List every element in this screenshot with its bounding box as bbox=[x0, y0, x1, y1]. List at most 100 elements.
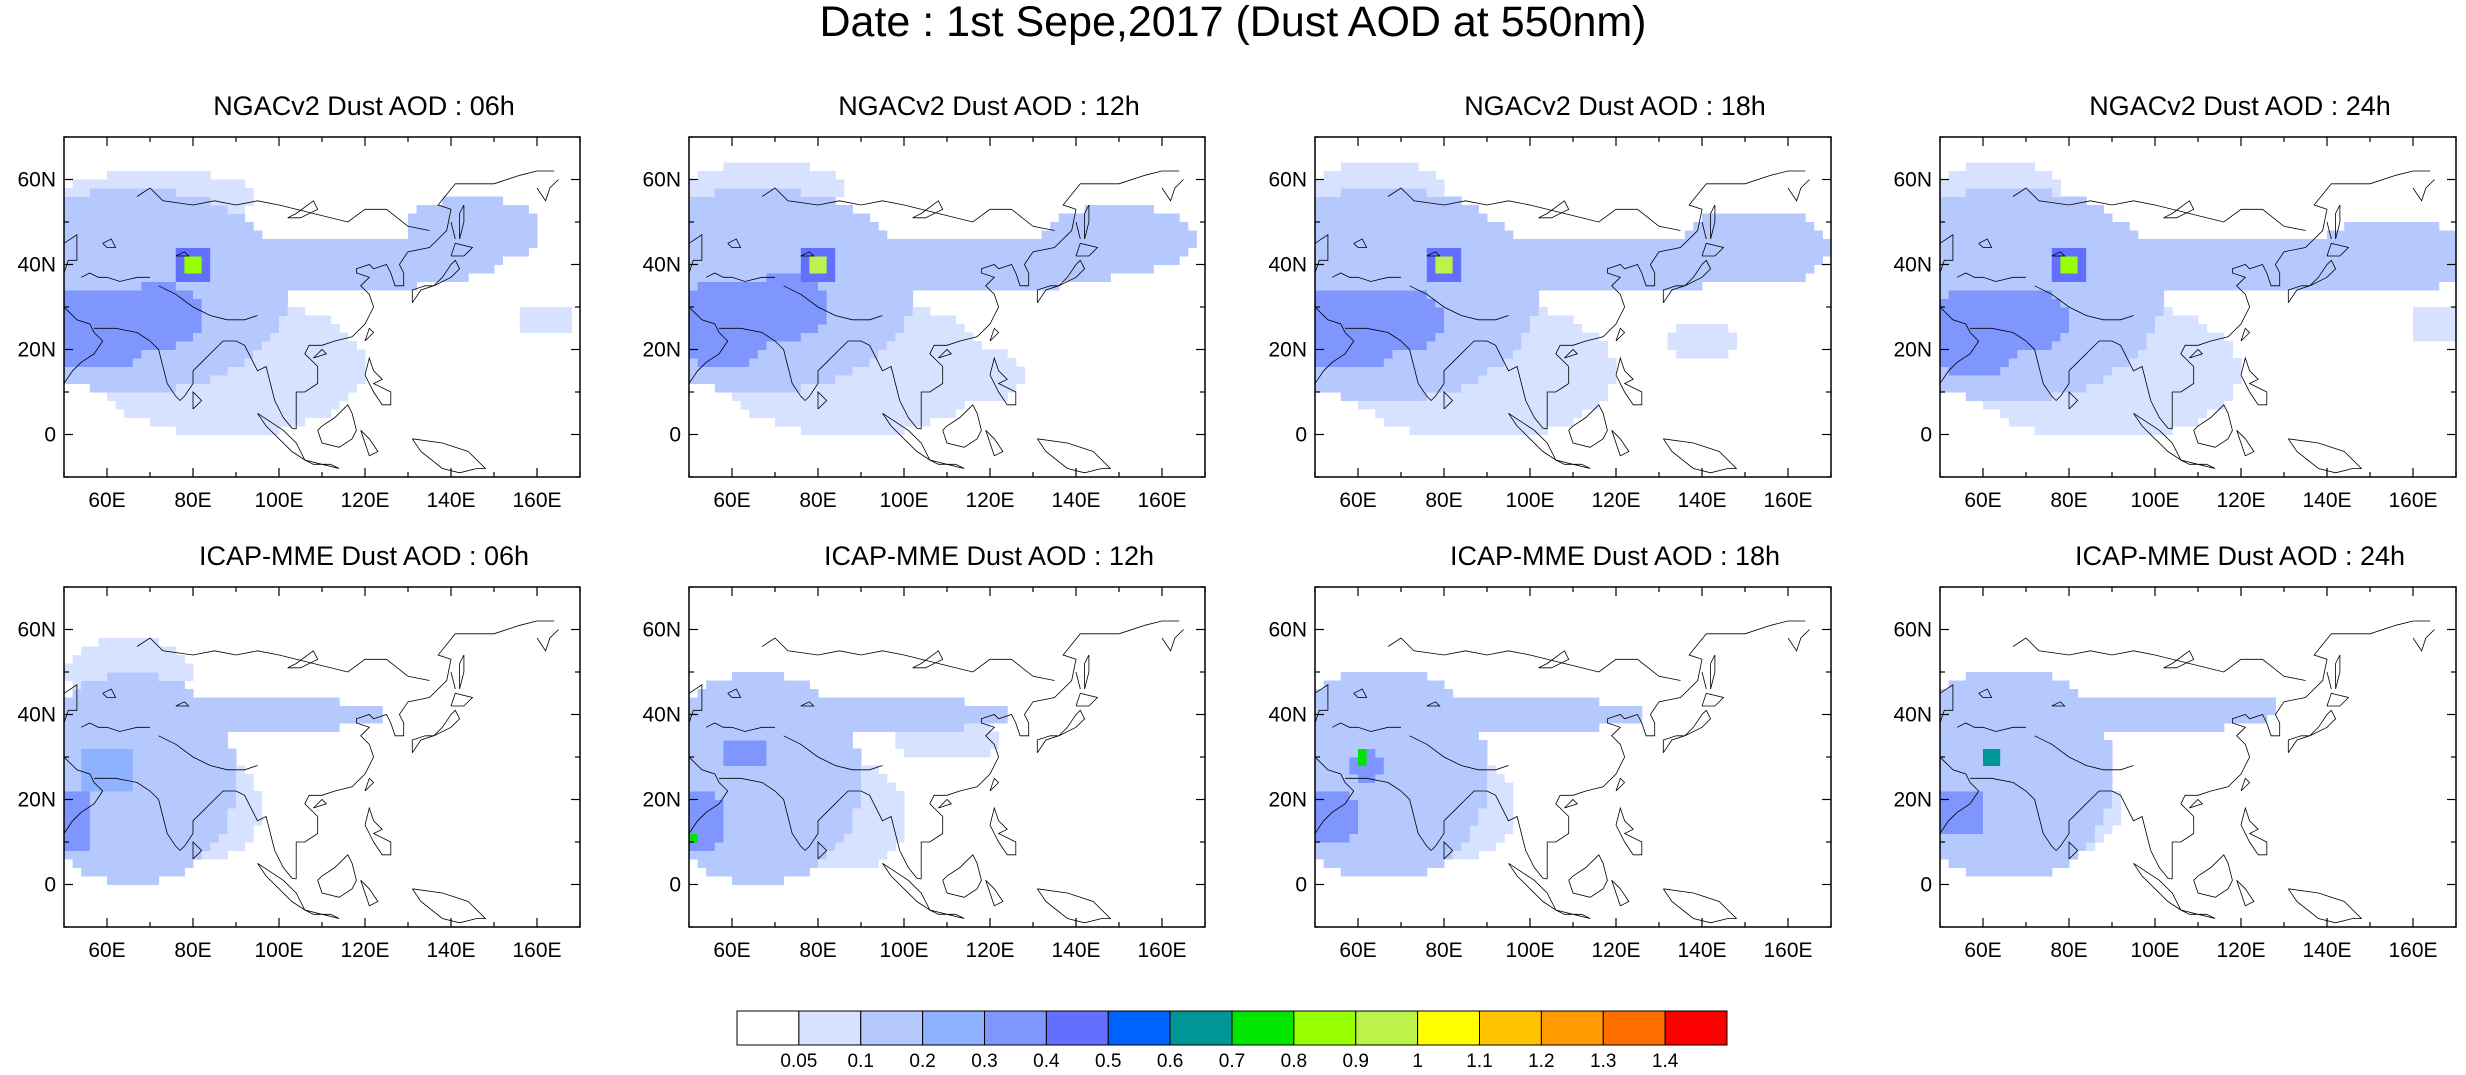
aod-cell bbox=[749, 239, 759, 248]
aod-cell bbox=[1366, 349, 1376, 359]
aod-cell bbox=[2008, 281, 2018, 291]
aod-cell bbox=[253, 230, 263, 240]
aod-cell bbox=[158, 825, 168, 834]
aod-cell bbox=[218, 825, 228, 834]
aod-cell bbox=[89, 867, 99, 877]
aod-cell bbox=[2017, 171, 2027, 180]
aod-cell bbox=[1538, 281, 1548, 291]
aod-cell bbox=[304, 281, 314, 291]
aod-cell bbox=[1435, 392, 1445, 401]
aod-cell bbox=[1332, 332, 1342, 342]
aod-cell bbox=[912, 392, 922, 401]
aod-cell bbox=[2077, 290, 2087, 299]
aod-cell bbox=[1796, 230, 1806, 240]
aod-cell bbox=[115, 264, 125, 274]
aod-cell bbox=[279, 315, 289, 325]
aod-cell bbox=[132, 697, 142, 707]
aod-cell bbox=[72, 757, 82, 766]
aod-cell bbox=[1058, 273, 1068, 282]
aod-cell bbox=[1315, 358, 1325, 367]
lat-tick-label: 60N bbox=[642, 169, 681, 192]
aod-cell bbox=[2232, 247, 2242, 257]
aod-cell bbox=[1179, 230, 1189, 240]
aod-cell bbox=[322, 239, 332, 248]
aod-cell bbox=[1461, 400, 1471, 410]
aod-cell bbox=[852, 341, 862, 350]
aod-cell bbox=[2232, 239, 2242, 248]
aod-cell bbox=[1564, 239, 1574, 248]
aod-cell bbox=[141, 714, 151, 724]
aod-cell bbox=[972, 366, 982, 376]
aod-cell bbox=[852, 409, 862, 418]
aod-cell bbox=[2112, 392, 2122, 401]
aod-cell bbox=[227, 213, 237, 223]
aod-cell bbox=[861, 247, 871, 257]
aod-cell bbox=[2120, 324, 2130, 333]
aod-cell bbox=[1590, 400, 1600, 410]
aod-cell bbox=[1469, 349, 1479, 359]
lat-tick-label: 20N bbox=[1268, 339, 1307, 362]
coastline bbox=[1662, 438, 1738, 474]
aod-cell bbox=[732, 281, 742, 291]
aod-cell bbox=[2447, 256, 2456, 265]
aod-cell bbox=[2378, 273, 2388, 282]
aod-cell bbox=[697, 264, 707, 274]
aod-cell bbox=[2060, 307, 2070, 316]
aod-cell bbox=[2077, 298, 2087, 308]
aod-cell bbox=[150, 171, 160, 180]
aod-cell bbox=[766, 409, 776, 418]
aod-cell bbox=[869, 332, 879, 342]
aod-cell bbox=[2206, 358, 2216, 367]
aod-cell bbox=[210, 247, 220, 257]
aod-cell bbox=[1469, 230, 1479, 240]
aod-cell bbox=[826, 290, 836, 299]
aod-cell bbox=[1702, 247, 1712, 257]
aod-cell bbox=[115, 281, 125, 291]
aod-cell bbox=[740, 324, 750, 333]
aod-cell bbox=[270, 714, 280, 724]
aod-cell bbox=[783, 400, 793, 410]
aod-cell bbox=[98, 205, 108, 214]
aod-cell bbox=[2103, 256, 2113, 265]
aod-cell bbox=[800, 400, 810, 410]
aod-cell bbox=[227, 290, 237, 299]
aod-cell bbox=[1409, 298, 1419, 308]
lon-tick-label: 100E bbox=[2130, 489, 2179, 512]
aod-cell bbox=[253, 791, 263, 800]
aod-cell bbox=[1136, 264, 1146, 274]
aod-cell bbox=[1401, 179, 1411, 189]
aod-cell bbox=[2026, 222, 2036, 231]
aod-cell bbox=[2026, 366, 2036, 376]
aod-cell bbox=[2137, 273, 2147, 282]
lon-tick-label: 100E bbox=[879, 489, 928, 512]
aod-cell bbox=[912, 247, 922, 257]
aod-cell bbox=[1067, 230, 1077, 240]
panel-title: NGACv2 Dust AOD : 06h bbox=[213, 91, 515, 121]
aod-cell bbox=[2129, 239, 2139, 248]
aod-cell bbox=[451, 205, 461, 214]
aod-cell bbox=[279, 247, 289, 257]
panel-title: ICAP-MME Dust AOD : 06h bbox=[198, 541, 530, 571]
aod-cell bbox=[1581, 341, 1591, 350]
aod-cell bbox=[1538, 247, 1548, 257]
aod-cell bbox=[425, 230, 435, 240]
aod-cell bbox=[2438, 247, 2448, 257]
aod-cell bbox=[714, 256, 724, 265]
aod-cell bbox=[1461, 290, 1471, 299]
aod-cell bbox=[1512, 315, 1522, 325]
aod-cell bbox=[2086, 222, 2096, 231]
aod-cell bbox=[347, 349, 357, 359]
aod-cell bbox=[800, 315, 810, 325]
aod-cell bbox=[279, 341, 289, 350]
aod-cell bbox=[158, 655, 168, 664]
aod-cell bbox=[990, 247, 1000, 257]
coastline bbox=[1957, 272, 2026, 282]
aod-cell bbox=[964, 332, 974, 342]
aod-cell bbox=[1547, 256, 1557, 265]
aod-cell bbox=[2043, 213, 2053, 223]
aod-cell bbox=[1050, 273, 1060, 282]
aod-cell bbox=[1401, 290, 1411, 299]
aod-cell bbox=[98, 366, 108, 376]
aod-cell bbox=[732, 264, 742, 274]
aod-cell bbox=[1684, 341, 1694, 350]
